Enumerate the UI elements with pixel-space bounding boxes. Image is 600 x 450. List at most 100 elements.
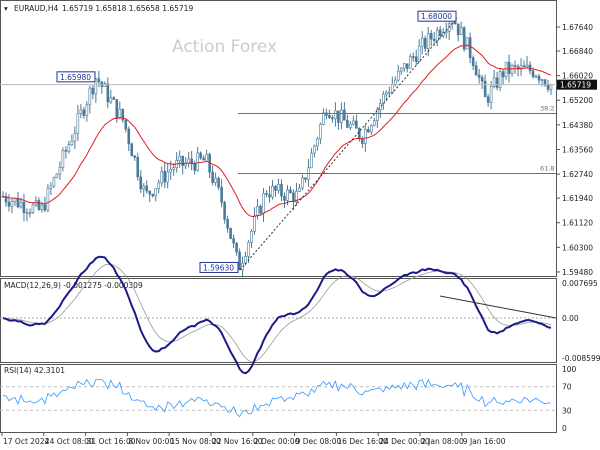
candle-body [516,66,520,70]
current-price-label: 1.65719 [560,81,591,90]
candle-body [25,212,29,214]
x-tick-label: 2 Dec 00:00 [254,437,300,446]
candle-body [226,218,229,229]
candle-body [492,77,496,87]
price-tick-label: 1.63560 [562,145,593,154]
candle-body [489,86,493,103]
candle-body [495,77,499,88]
x-tick-label: 24 Dec 00:00 [379,437,430,446]
price-annotation-box [199,261,239,273]
ohlc-readout: 1.65719 1.65818 1.65658 1.65719 [62,4,193,13]
candle-body [534,75,538,78]
price-tick-label: 1.61940 [562,194,593,203]
candle-body [181,155,184,166]
candle-body [256,205,259,217]
x-tick-label: 16 Dec 16:00 [337,437,388,446]
candle-body [115,99,119,119]
candle-body [40,204,44,210]
candle-body [154,188,158,197]
candle-body [28,212,32,214]
candle-body [118,108,122,119]
candle-body [540,79,544,81]
candle-body [343,109,346,121]
candle-body [97,78,101,83]
rsi-line [2,378,552,418]
candle-body [387,91,391,94]
rsi-label: RSI(14) 42.3101 [4,366,65,375]
rsi-pane-border [0,364,557,433]
candle-body [229,227,232,239]
moving-average-line [2,44,552,217]
price-tick-label: 1.67640 [562,23,593,32]
candle-body [537,75,541,81]
candle-body [462,27,466,50]
candle-body [513,65,517,67]
candle-body [355,120,358,129]
price-tick-label: 1.64380 [562,121,593,130]
candle-body [160,170,164,184]
macd-tick-label: 0.007695 [562,279,598,288]
candle-body [172,167,175,170]
candle-body [301,177,304,189]
candle-body [435,29,439,41]
candle-body [133,155,137,158]
candle-body [522,65,526,68]
candle-body [10,201,14,207]
candle-body [151,193,155,197]
candle-body [259,205,262,214]
candle-body [408,56,412,69]
candle-body [310,152,313,169]
price-annotation-label: 1.68000 [421,12,452,21]
candle-body [423,37,427,49]
rsi-tick-label: 0 [562,424,567,433]
candle-body [295,190,298,203]
price-annotation-box [417,10,457,22]
candle-body [124,119,128,130]
candle-body [187,158,190,164]
header-arrow-icon[interactable]: ▾ [4,4,8,13]
price-tick-label: 1.61120 [562,219,593,228]
candle-body [298,187,301,192]
candle-body [205,153,208,161]
candle-body [145,185,149,192]
candle-body [88,87,92,106]
candle-body [127,128,131,145]
candle-body [91,87,95,95]
candle-body [235,242,238,253]
candle-body [402,63,406,69]
candle-body [364,129,367,144]
candle-body [393,79,397,85]
price-annotation-label: 1.59630 [203,263,234,272]
candle-body [510,65,514,74]
watermark: Action Forex [172,37,277,57]
candle-body [444,31,448,34]
candle-body [531,70,535,77]
candle-body [390,84,394,93]
candle-body [373,120,376,126]
candle-body [543,79,547,86]
candle-body [313,145,316,154]
candle-body [46,188,50,211]
candle-body [280,183,283,197]
candle-body [139,176,143,190]
candle-body [519,65,523,70]
candle-body [411,56,415,58]
candle-body [166,171,169,183]
candle-body [420,37,424,47]
candle-body [429,32,433,40]
price-annotation-box [56,71,96,83]
candle-body [546,84,550,90]
rsi-tick-label: 100 [562,365,577,374]
x-tick-label: 22 Nov 16:00 [212,437,263,446]
candle-body [19,201,23,208]
candle-body [477,74,481,78]
candle-body [525,64,529,68]
x-tick-label: 31 Oct 16:00 [87,437,136,446]
candle-body [238,251,241,271]
candle-body [432,38,436,41]
candle-body [376,109,379,121]
candle-body [501,71,505,78]
candle-body [328,115,331,119]
candle-body [283,195,286,201]
candle-body [277,183,280,191]
